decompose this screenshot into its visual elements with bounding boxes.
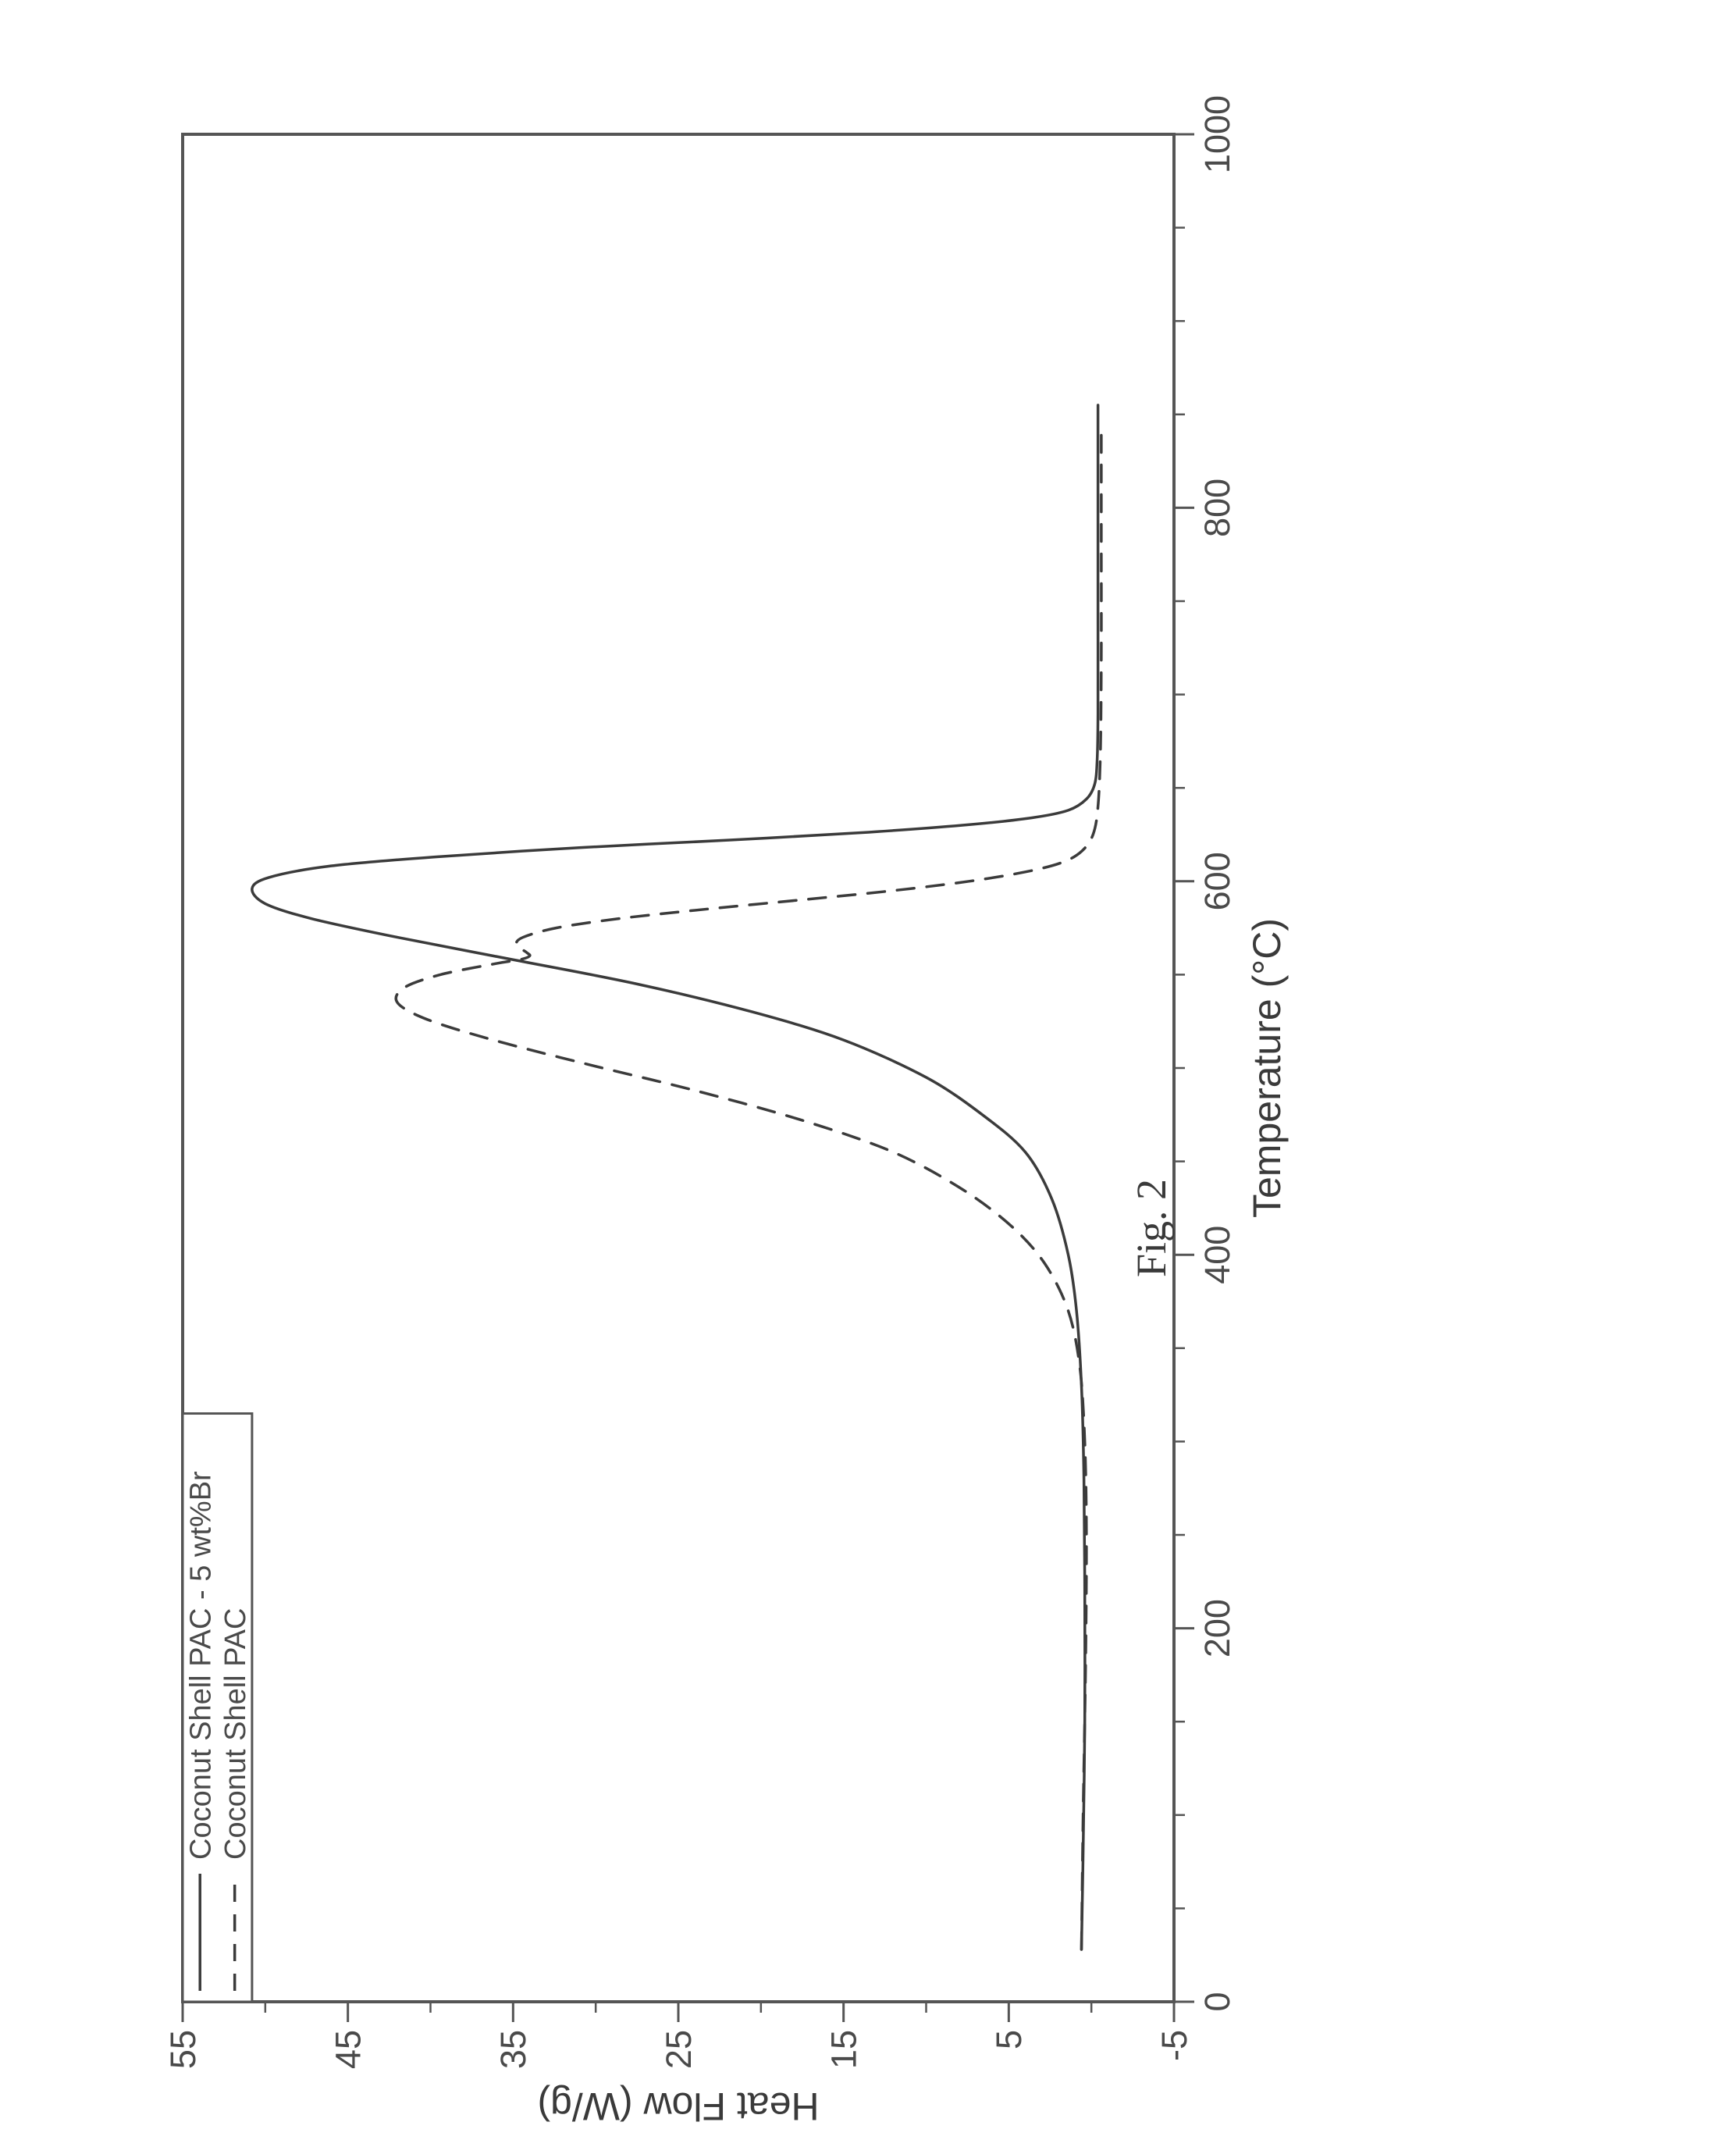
svg-text:0: 0 [1197, 1992, 1237, 2011]
svg-text:15: 15 [824, 2030, 863, 2069]
svg-text:55: 55 [163, 2030, 203, 2069]
svg-text:Heat Flow (W/g): Heat Flow (W/g) [537, 2085, 819, 2128]
svg-text:800: 800 [1197, 479, 1237, 537]
svg-text:400: 400 [1197, 1226, 1237, 1284]
svg-text:25: 25 [659, 2030, 699, 2069]
svg-text:Temperature (°C): Temperature (°C) [1245, 918, 1289, 1218]
svg-text:600: 600 [1197, 852, 1237, 910]
dsc-chart: 0 200 400 600 800 1000 Temperature (°C) -5 5 15 25… [0, 0, 1736, 2154]
svg-text:35: 35 [493, 2030, 533, 2069]
svg-text:Coconut Shell PAC - 5 wt%Br: Coconut Shell PAC - 5 wt%Br [185, 1471, 218, 1860]
svg-text:5: 5 [989, 2030, 1029, 2049]
svg-text:200: 200 [1197, 1599, 1237, 1657]
svg-text:Coconut Shell PAC: Coconut Shell PAC [219, 1608, 252, 1860]
figure-caption: Fig. 2 [1127, 1179, 1176, 1277]
svg-text:-5: -5 [1154, 2030, 1194, 2061]
svg-text:1000: 1000 [1197, 95, 1237, 173]
svg-text:45: 45 [328, 2030, 368, 2069]
